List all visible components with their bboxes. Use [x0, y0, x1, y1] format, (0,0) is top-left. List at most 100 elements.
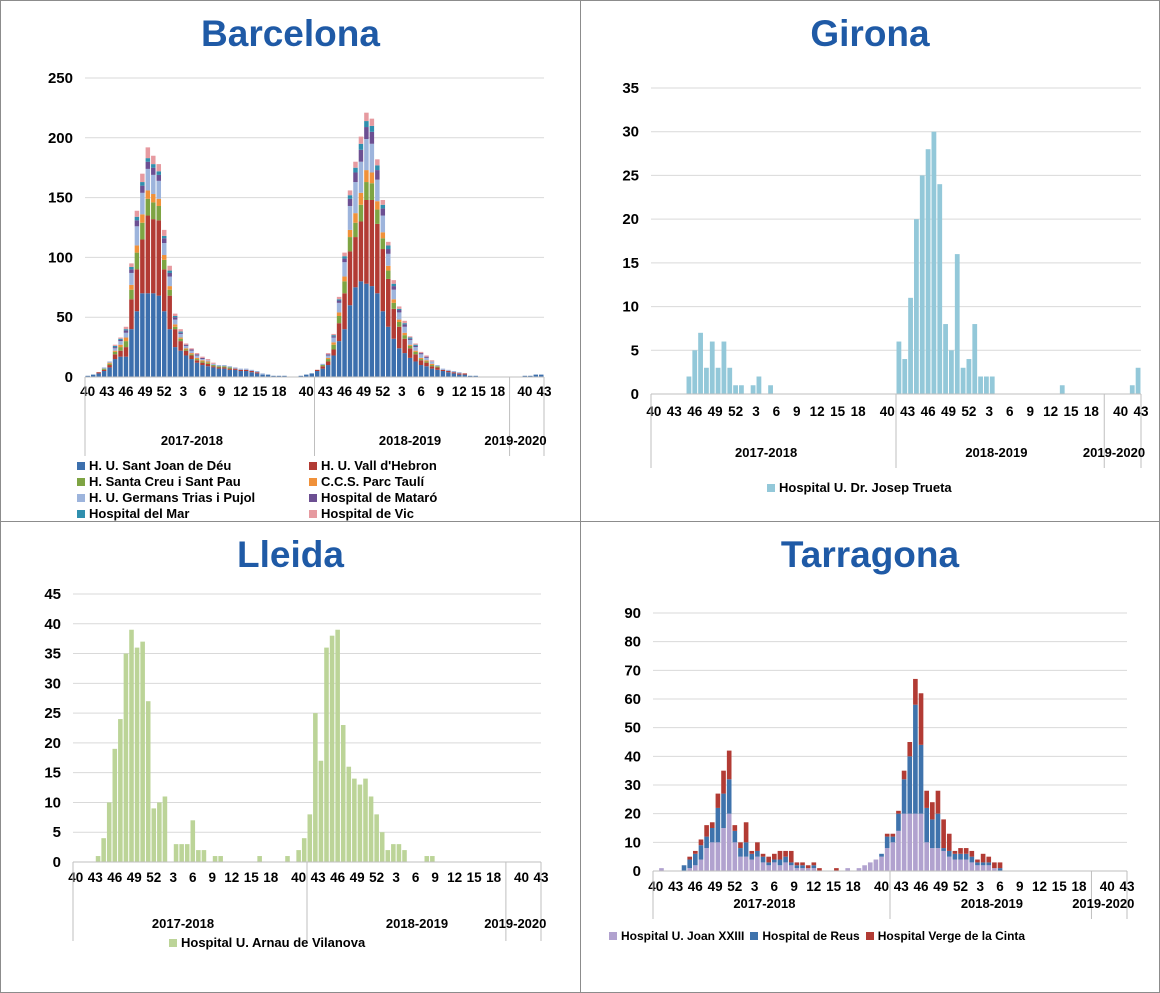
legend-label: C.C.S. Parc Taulí: [321, 474, 425, 489]
bar: [721, 793, 726, 828]
bar: [739, 385, 744, 394]
bar: [402, 320, 407, 324]
bar: [227, 366, 233, 368]
bar: [375, 201, 380, 210]
legend-swatch: [77, 510, 85, 518]
bar: [884, 848, 890, 871]
bar: [913, 704, 918, 814]
bar: [873, 859, 879, 871]
bar: [151, 164, 156, 168]
bar: [347, 198, 353, 206]
bar: [749, 853, 755, 860]
bar: [134, 220, 140, 227]
bar: [380, 232, 386, 239]
bar: [918, 813, 924, 871]
season-label: 2019-2020: [484, 916, 546, 931]
bar: [418, 353, 424, 355]
legend-item: Hospital de Reus: [750, 929, 860, 943]
bar: [760, 856, 766, 863]
bar: [402, 323, 407, 325]
bar: [161, 311, 167, 377]
bar: [298, 375, 304, 377]
bar: [167, 276, 172, 287]
bar: [698, 839, 704, 846]
bar: [358, 161, 364, 193]
bar: [96, 373, 101, 377]
bar: [95, 856, 101, 862]
bar: [331, 333, 336, 336]
bar: [101, 368, 107, 370]
bar: [413, 354, 418, 362]
bar: [418, 354, 424, 358]
x-tick-label: 40: [646, 404, 661, 419]
bar: [129, 629, 134, 862]
bar: [391, 299, 396, 303]
bar: [845, 868, 850, 871]
x-tick-label: 12: [1032, 879, 1047, 894]
bar: [407, 339, 413, 345]
bar: [462, 373, 468, 375]
bar: [134, 252, 140, 270]
bar: [369, 199, 375, 287]
bar: [172, 317, 178, 320]
bar: [709, 842, 715, 871]
bar: [358, 204, 364, 222]
bar: [112, 347, 118, 349]
bar: [901, 770, 907, 780]
x-tick-label: 6: [417, 384, 425, 399]
x-tick-label: 6: [771, 879, 779, 894]
bar: [167, 265, 172, 271]
bar: [325, 365, 331, 377]
bar: [980, 853, 986, 863]
y-tick-label: 70: [624, 662, 641, 679]
bar: [721, 770, 726, 794]
bar: [112, 354, 118, 360]
bar: [380, 215, 386, 233]
legend-swatch: [77, 494, 85, 502]
bar: [732, 830, 738, 843]
x-tick-label: 6: [199, 384, 207, 399]
bar: [340, 725, 346, 862]
bar: [732, 842, 738, 871]
bar: [800, 868, 805, 871]
bar: [254, 371, 260, 373]
bar: [196, 850, 201, 862]
bar: [189, 349, 194, 351]
bar: [353, 287, 358, 377]
legend-swatch: [309, 478, 317, 486]
bar: [96, 372, 101, 374]
bar: [413, 361, 418, 377]
bar: [118, 339, 123, 342]
bar: [364, 127, 369, 139]
bar: [222, 366, 227, 368]
bar: [342, 281, 347, 294]
x-tick-label: 12: [224, 870, 239, 885]
x-tick-label: 12: [806, 879, 821, 894]
x-tick-label: 6: [412, 870, 420, 885]
bar: [189, 355, 194, 360]
bar: [222, 367, 227, 369]
bar: [183, 355, 189, 377]
bar: [90, 374, 96, 377]
bar: [391, 302, 396, 309]
bar: [980, 865, 986, 871]
bar: [358, 149, 364, 162]
bar: [325, 354, 331, 356]
bar: [118, 356, 123, 377]
bar: [369, 118, 375, 126]
bar: [183, 348, 189, 350]
season-label: 2017-2018: [152, 916, 214, 931]
bar: [924, 790, 929, 808]
bar: [325, 355, 331, 358]
bar: [924, 842, 929, 871]
bar: [402, 326, 407, 333]
bar: [364, 112, 369, 122]
bar: [429, 368, 435, 377]
bar: [800, 862, 805, 866]
bar: [794, 862, 800, 866]
bar: [457, 372, 462, 374]
bar: [129, 266, 134, 270]
bar: [386, 278, 391, 327]
bar: [140, 182, 145, 186]
